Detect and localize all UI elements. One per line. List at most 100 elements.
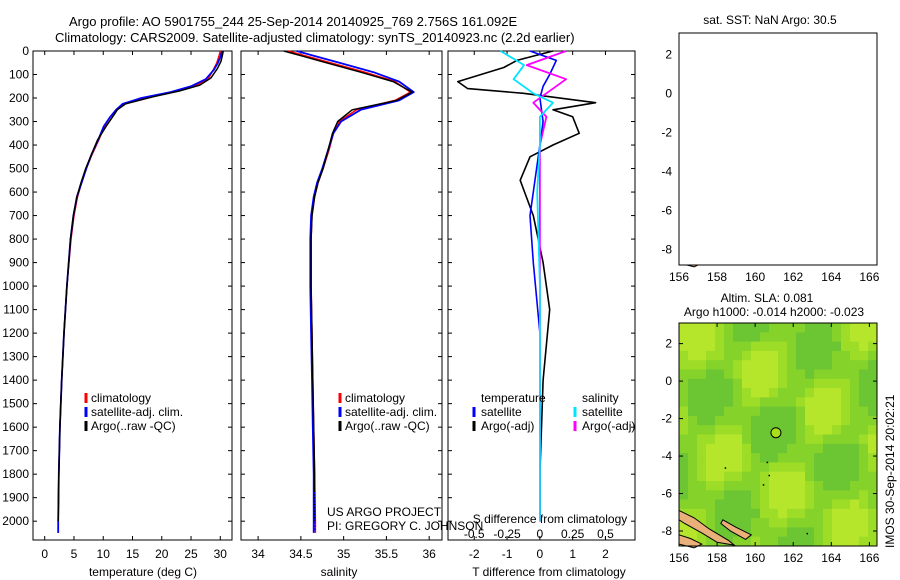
depth-tick-label: 400 xyxy=(9,138,29,152)
sla-cell xyxy=(724,415,734,426)
sla-cell xyxy=(769,323,779,333)
sla-cell xyxy=(850,323,860,333)
sla-cell xyxy=(859,434,869,445)
sla-cell xyxy=(778,323,788,333)
sla-cell xyxy=(832,341,842,352)
sla-cell xyxy=(787,499,797,510)
sla-cell xyxy=(787,350,797,361)
sla-cell xyxy=(787,378,797,389)
sla-cell xyxy=(733,471,743,482)
sla-cell xyxy=(715,350,725,361)
sla-cell xyxy=(850,499,860,510)
sla-cell xyxy=(778,406,788,417)
sla-cell xyxy=(805,369,815,380)
sla-cell xyxy=(751,508,761,519)
sla-cell xyxy=(688,462,698,473)
map-y-tick-label: 0 xyxy=(665,86,672,100)
sla-cell xyxy=(733,406,743,417)
sla-cell xyxy=(679,388,689,398)
sla-cell xyxy=(850,518,860,528)
sla-cell xyxy=(868,490,878,501)
sla-cell xyxy=(841,499,851,510)
sla-cell xyxy=(823,378,833,389)
sla-cell xyxy=(760,406,770,417)
diff-legend-temperature: temperature xyxy=(481,391,546,405)
sla-cell xyxy=(715,360,725,370)
sla-cell xyxy=(850,415,860,426)
sla-cell xyxy=(805,341,815,352)
sla-cell xyxy=(841,481,851,491)
s-diff-tick-label: -0.5 xyxy=(464,527,485,541)
sla-cell xyxy=(814,341,824,352)
x-tick-label: 1 xyxy=(569,547,576,561)
sla-cell xyxy=(796,453,806,463)
sla-cell xyxy=(688,434,698,445)
depth-tick-label: 0 xyxy=(22,44,29,58)
sla-cell xyxy=(823,471,833,482)
sla-cell xyxy=(724,406,734,417)
sla-cell xyxy=(733,369,743,380)
sla-cell xyxy=(823,388,833,398)
sla-cell xyxy=(733,481,743,491)
sla-cell xyxy=(841,471,851,482)
sla-cell xyxy=(760,425,770,435)
depth-tick-label: 1500 xyxy=(2,397,29,411)
sla-cell xyxy=(778,499,788,510)
sla-cell xyxy=(796,527,806,538)
sla-cell xyxy=(742,481,752,491)
sla-cell xyxy=(706,471,716,482)
sla-cell xyxy=(715,453,725,463)
sla-cell xyxy=(688,425,698,435)
sla-cell xyxy=(787,323,797,333)
sla-cell xyxy=(805,453,815,463)
x-tick-label: 20 xyxy=(155,547,169,561)
sla-cell xyxy=(805,332,815,343)
sla-cell xyxy=(814,350,824,361)
sla-cell xyxy=(823,415,833,426)
sla-cell xyxy=(724,425,734,435)
sla-cell xyxy=(697,536,707,547)
sla-cell xyxy=(805,434,815,445)
sla-cell xyxy=(859,443,869,454)
sla-cell xyxy=(769,536,779,547)
depth-tick-label: 1700 xyxy=(2,444,29,458)
islet xyxy=(768,474,770,477)
sla-cell xyxy=(805,323,815,333)
sla-cell xyxy=(679,499,689,510)
sla-cell xyxy=(769,406,779,417)
map-x-tick-label: 164 xyxy=(821,551,841,565)
sla-cell xyxy=(760,397,770,408)
sla-cell xyxy=(751,360,761,370)
sla-cell xyxy=(742,462,752,473)
map-y-tick-label: -8 xyxy=(661,524,672,538)
x-tick-label: 10 xyxy=(97,547,111,561)
sla-cell xyxy=(697,481,707,491)
depth-tick-label: 1100 xyxy=(3,303,29,317)
sla-cell xyxy=(679,425,689,435)
sla-cell xyxy=(715,527,725,538)
sla-cell xyxy=(760,518,770,528)
sla-cell xyxy=(823,518,833,528)
sla-cell xyxy=(688,490,698,501)
sla-cell xyxy=(679,434,689,445)
s-diff-tick-label: 0.5 xyxy=(597,527,614,541)
sla-cell xyxy=(841,341,851,352)
x-tick-label: -1 xyxy=(502,547,513,561)
sla-cell xyxy=(868,453,878,463)
sla-cell xyxy=(724,378,734,389)
sla-cell xyxy=(859,378,869,389)
sla-cell xyxy=(760,527,770,538)
sla-cell xyxy=(850,471,860,482)
sla-cell xyxy=(796,332,806,343)
sla-cell xyxy=(859,388,869,398)
sla-cell xyxy=(688,360,698,370)
sla-cell xyxy=(850,369,860,380)
sla-cell xyxy=(796,350,806,361)
sla-cell xyxy=(841,397,851,408)
sla-cell xyxy=(805,415,815,426)
series-line-climatology xyxy=(57,50,222,533)
land-island xyxy=(720,519,753,541)
sla-cell xyxy=(679,453,689,463)
sla-cell xyxy=(868,508,878,519)
